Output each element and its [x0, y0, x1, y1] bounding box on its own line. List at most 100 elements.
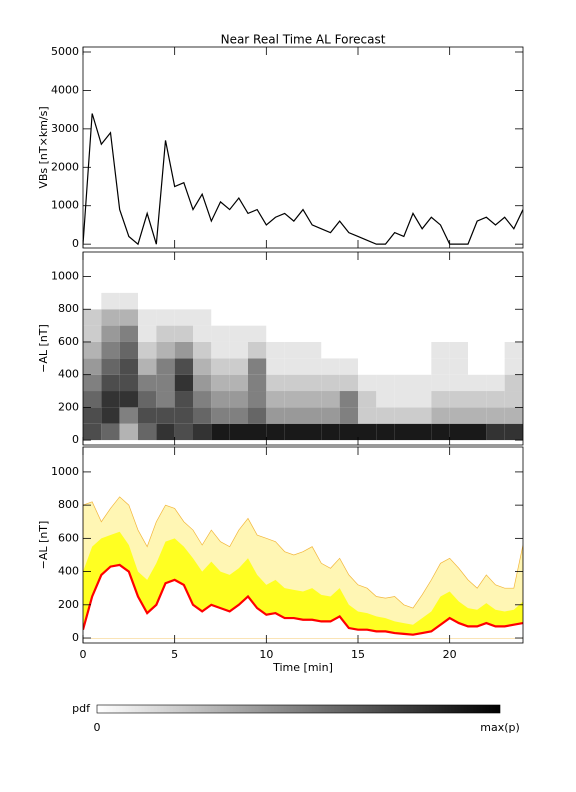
heat-cell — [156, 358, 175, 375]
heat-cell — [119, 407, 138, 424]
heat-cell — [413, 423, 432, 441]
heat-cell — [431, 407, 450, 424]
heat-cell — [303, 292, 322, 310]
heat-cell — [174, 407, 193, 424]
heat-cell — [83, 391, 102, 408]
heat-cell — [339, 391, 358, 408]
heat-cell — [449, 309, 468, 326]
y-tick-label: 400 — [58, 368, 79, 381]
heat-cell — [376, 341, 395, 359]
heat-cell — [394, 407, 413, 424]
x-tick-label: 15 — [351, 648, 365, 661]
heat-cell — [156, 423, 175, 441]
heat-cell — [119, 358, 138, 375]
heat-cell — [174, 423, 193, 441]
heat-cell — [321, 325, 340, 342]
y-tick-label: 0 — [72, 631, 79, 644]
heat-cell — [303, 407, 322, 424]
heat-cell — [339, 374, 358, 392]
y-tick-label: 800 — [58, 498, 79, 511]
heat-cell — [248, 358, 267, 375]
heat-cell — [138, 341, 157, 359]
heat-cell — [339, 325, 358, 342]
heat-cell — [358, 374, 377, 392]
heat-cell — [358, 309, 377, 326]
heat-cell — [413, 358, 432, 375]
y-tick-label: 200 — [58, 598, 79, 611]
heat-cell — [376, 423, 395, 441]
heat-cell — [156, 374, 175, 392]
heat-cell — [83, 309, 102, 326]
colorbar — [96, 704, 501, 714]
chart-title: Near Real Time AL Forecast — [221, 33, 386, 47]
heat-cell — [174, 292, 193, 310]
colorbar-label: pdf — [72, 702, 91, 715]
heat-cell — [229, 374, 248, 392]
heat-cell — [266, 374, 285, 392]
heat-cell — [413, 374, 432, 392]
y-tick-label: 1000 — [51, 199, 79, 212]
heat-cell — [339, 341, 358, 359]
heat-cell — [138, 358, 157, 375]
heat-cell — [431, 292, 450, 310]
y-tick-label: 1000 — [51, 465, 79, 478]
y-tick-label: 4000 — [51, 83, 79, 96]
heat-cell — [431, 374, 450, 392]
heat-cell — [119, 391, 138, 408]
heat-cell — [156, 309, 175, 326]
heat-cell — [431, 358, 450, 375]
heat-cell — [284, 292, 303, 310]
heat-cell — [138, 423, 157, 441]
heat-cell — [284, 407, 303, 424]
heat-cell — [211, 292, 230, 310]
heat-cell — [83, 325, 102, 342]
heat-cell — [468, 374, 487, 392]
heat-cell — [394, 423, 413, 441]
heat-cell — [138, 325, 157, 342]
x-axis-label: Time [min] — [272, 661, 333, 674]
heat-cell — [101, 423, 120, 441]
heat-cell — [449, 358, 468, 375]
heat-cell — [193, 374, 212, 392]
heat-cell — [486, 391, 505, 408]
heat-cell — [376, 374, 395, 392]
heat-cell — [303, 374, 322, 392]
heat-cell — [193, 391, 212, 408]
heat-cell — [413, 407, 432, 424]
heat-cell — [101, 407, 120, 424]
heat-cell — [119, 374, 138, 392]
heat-cell — [431, 325, 450, 342]
heat-cell — [211, 423, 230, 441]
heat-cell — [321, 407, 340, 424]
heat-cell — [229, 358, 248, 375]
plot-area — [83, 292, 523, 441]
heat-cell — [248, 391, 267, 408]
heat-cell — [193, 325, 212, 342]
heat-cell — [266, 407, 285, 424]
y-tick-label: 2000 — [51, 160, 79, 173]
heat-cell — [303, 423, 322, 441]
heat-cell — [358, 407, 377, 424]
heat-cell — [486, 341, 505, 359]
heat-cell — [211, 374, 230, 392]
heat-cell — [394, 391, 413, 408]
heat-cell — [486, 374, 505, 392]
heat-cell — [504, 309, 523, 326]
heat-cell — [229, 423, 248, 441]
heat-cell — [449, 407, 468, 424]
heat-cell — [468, 341, 487, 359]
heat-cell — [119, 325, 138, 342]
heat-cell — [431, 341, 450, 359]
heat-cell — [101, 292, 120, 310]
heat-cell — [413, 292, 432, 310]
heat-cell — [468, 407, 487, 424]
heat-cell — [486, 407, 505, 424]
heat-cell — [339, 407, 358, 424]
heat-cell — [101, 374, 120, 392]
y-tick-label: 600 — [58, 335, 79, 348]
heat-cell — [138, 374, 157, 392]
heat-cell — [229, 391, 248, 408]
heat-cell — [486, 358, 505, 375]
heat-cell — [358, 358, 377, 375]
